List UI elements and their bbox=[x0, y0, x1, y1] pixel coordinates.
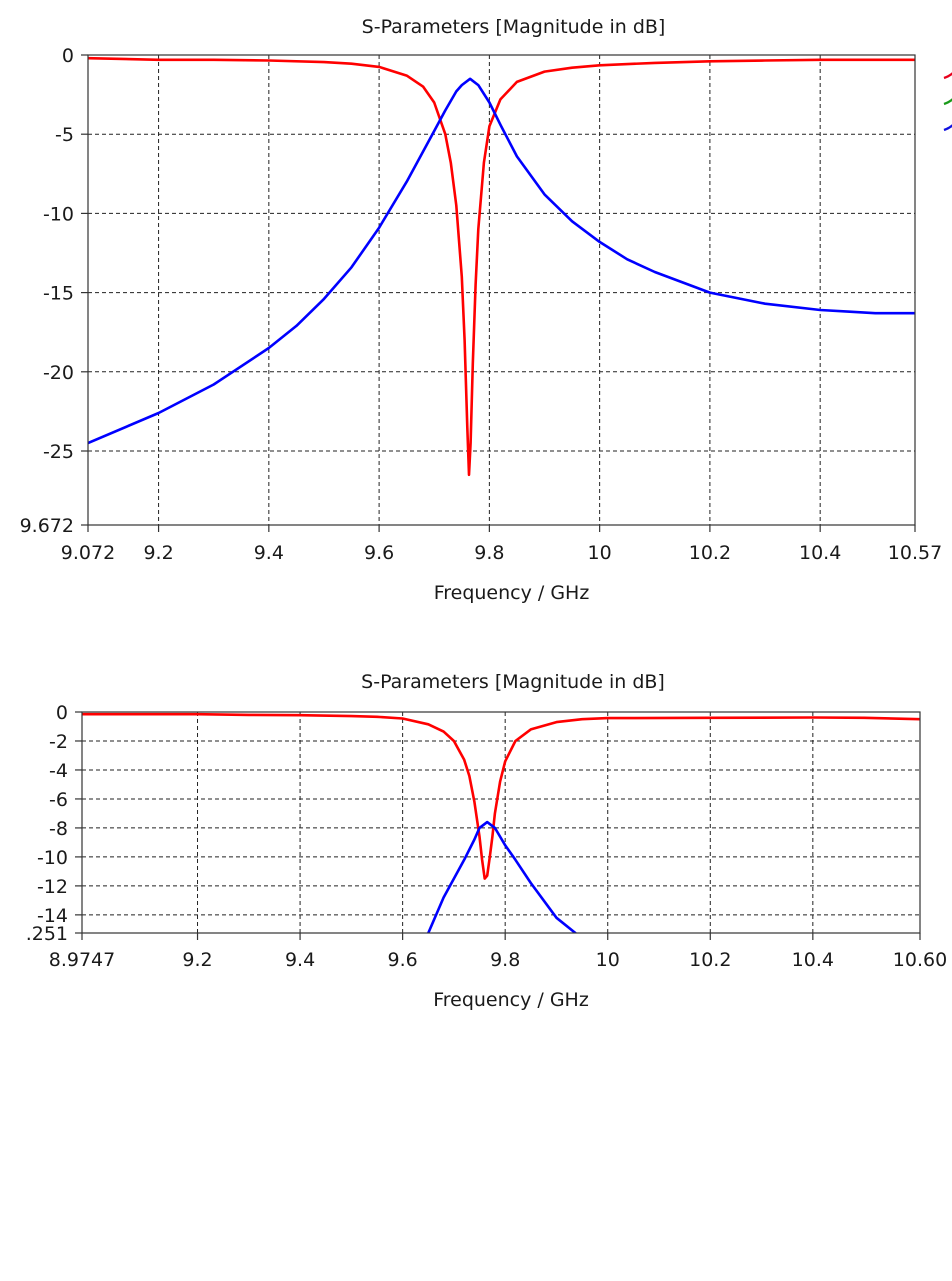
series-line-1 bbox=[88, 56, 915, 477]
x-tick-label: 9.6 bbox=[388, 949, 418, 971]
series-line-1 bbox=[82, 712, 920, 880]
chart-1: S-Parameters [Magnitude in dB] 9.072 9.2 9.… bbox=[20, 16, 952, 604]
x-tick-label: 8.9747 bbox=[49, 949, 115, 971]
x-tick-label: 10 bbox=[596, 949, 620, 971]
x-tick-label: 10.57 bbox=[888, 542, 942, 564]
y-tick-label: -25 bbox=[43, 441, 74, 463]
x-tick-label: 10.4 bbox=[799, 542, 841, 564]
x-tick-label: 9.4 bbox=[254, 542, 284, 564]
y-tick-label: 0 bbox=[62, 45, 74, 67]
x-tick-label: 10.60 bbox=[893, 949, 947, 971]
legend-swatch bbox=[943, 124, 952, 132]
x-tick-label: 10.2 bbox=[689, 949, 731, 971]
chart-title: S-Parameters [Magnitude in dB] bbox=[361, 671, 665, 693]
series-line-2 bbox=[88, 77, 915, 445]
x-tick-label: 9.8 bbox=[490, 949, 520, 971]
x-tick-label: 10 bbox=[588, 542, 612, 564]
x-tick-label: 9.072 bbox=[61, 542, 115, 564]
grid bbox=[82, 712, 920, 933]
y-tick-label: -20 bbox=[43, 362, 74, 384]
series-line-2 bbox=[426, 820, 577, 933]
x-axis-label: Frequency / GHz bbox=[434, 582, 590, 604]
x-tick-label: 9.4 bbox=[285, 949, 315, 971]
legend bbox=[943, 72, 952, 132]
y-tick-label: -4 bbox=[49, 760, 68, 782]
x-tick-label: 10.2 bbox=[689, 542, 731, 564]
plot-frame bbox=[81, 711, 921, 934]
x-tick-label: 9.2 bbox=[182, 949, 212, 971]
y-tick-label: .251 bbox=[26, 923, 68, 945]
y-tick-label: -10 bbox=[37, 847, 68, 869]
legend-swatch bbox=[943, 98, 952, 106]
y-tick-label: -8 bbox=[49, 818, 68, 840]
y-tick-label: -14 bbox=[37, 905, 68, 927]
x-tick-label: 9.6 bbox=[364, 542, 394, 564]
y-tick-label: -12 bbox=[37, 876, 68, 898]
x-tick-label: 9.8 bbox=[474, 542, 504, 564]
x-tick-label: 9.2 bbox=[143, 542, 173, 564]
y-tick-label: -2 bbox=[49, 731, 68, 753]
y-tick-label: -6 bbox=[49, 789, 68, 811]
chart-2: S-Parameters [Magnitude in dB] 8.9747 9.2 9… bbox=[26, 671, 948, 1011]
y-tick-label: -5 bbox=[55, 124, 74, 146]
y-tick-label: 0 bbox=[56, 702, 68, 724]
y-tick-label: 9.672 bbox=[20, 515, 74, 537]
x-axis-label: Frequency / GHz bbox=[433, 989, 589, 1011]
y-tick-label: -10 bbox=[43, 203, 74, 225]
x-tick-label: 10.4 bbox=[792, 949, 834, 971]
y-tick-label: -15 bbox=[43, 283, 74, 305]
chart-title: S-Parameters [Magnitude in dB] bbox=[362, 16, 666, 38]
legend-swatch bbox=[943, 72, 952, 80]
plot-frame bbox=[87, 54, 916, 526]
